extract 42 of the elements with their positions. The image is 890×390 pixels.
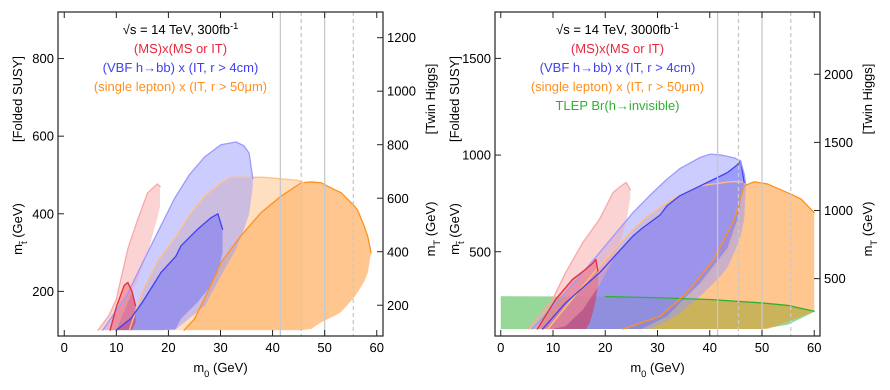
x-tick-label: 60 [370, 340, 384, 355]
text: (single lepton) x (IT, r > 50μm) [530, 79, 704, 94]
x-tick-label: 30 [650, 340, 665, 355]
x-tick-label: 20 [598, 340, 612, 355]
y2-tick-label: 500 [824, 271, 846, 286]
y2-tick-label: 2000 [824, 66, 853, 82]
text: (MS)x(MS or IT) [134, 41, 228, 56]
y-tick-label: 500 [469, 244, 491, 260]
x-tick-label: 10 [546, 340, 560, 355]
text: (MS)x(MS or IT) [570, 41, 664, 56]
line-series [604, 296, 815, 312]
x-tick-label: 20 [161, 340, 176, 355]
y2-tick-label: 200 [387, 298, 409, 313]
y-tick-label: 800 [32, 51, 54, 66]
y-tick-label: 400 [32, 206, 54, 222]
x-tick-label: 0 [60, 340, 68, 355]
x-tick-label: 0 [497, 340, 504, 355]
text: √s = 14 TeV, 3000fb$^{-1}$ [556, 21, 679, 37]
x-tick-label: 50 [317, 340, 332, 355]
x-tick-label: 40 [265, 340, 280, 355]
y2-tick-label: 1000 [387, 84, 416, 99]
text: (single lepton) x (IT, r > 50μm) [94, 79, 268, 94]
x-tick-label: 60 [807, 340, 822, 355]
y2-tick-label: 800 [387, 137, 409, 152]
y-tick-label: 1500 [462, 50, 491, 66]
y-tick-label: 600 [32, 128, 54, 144]
y2-tick-label: 1500 [824, 134, 853, 150]
text: TLEP Br(h→invisible) [555, 98, 680, 113]
x-axis-title: m$_{0}$ (GeV) [630, 360, 685, 379]
x-axis-title: m$_{0}$ (GeV) [193, 360, 248, 379]
y-tick-label: 200 [32, 284, 54, 299]
x-tick-label: 40 [702, 340, 717, 355]
y2-tick-label: 600 [387, 190, 409, 206]
text: (VBF h→bb) x (IT, r > 4cm) [540, 60, 696, 75]
y2-tick-label: 400 [387, 244, 409, 260]
text: (VBF h→bb) x (IT, r > 4cm) [102, 60, 258, 75]
x-tick-label: 10 [109, 340, 124, 355]
text: √s = 14 TeV, 300fb$^{-1}$ [122, 21, 238, 37]
y2-tick-label: 1200 [387, 30, 416, 46]
x-tick-label: 50 [754, 340, 770, 355]
y2-tick-label: 1000 [824, 203, 853, 218]
x-tick-label: 30 [213, 340, 228, 355]
